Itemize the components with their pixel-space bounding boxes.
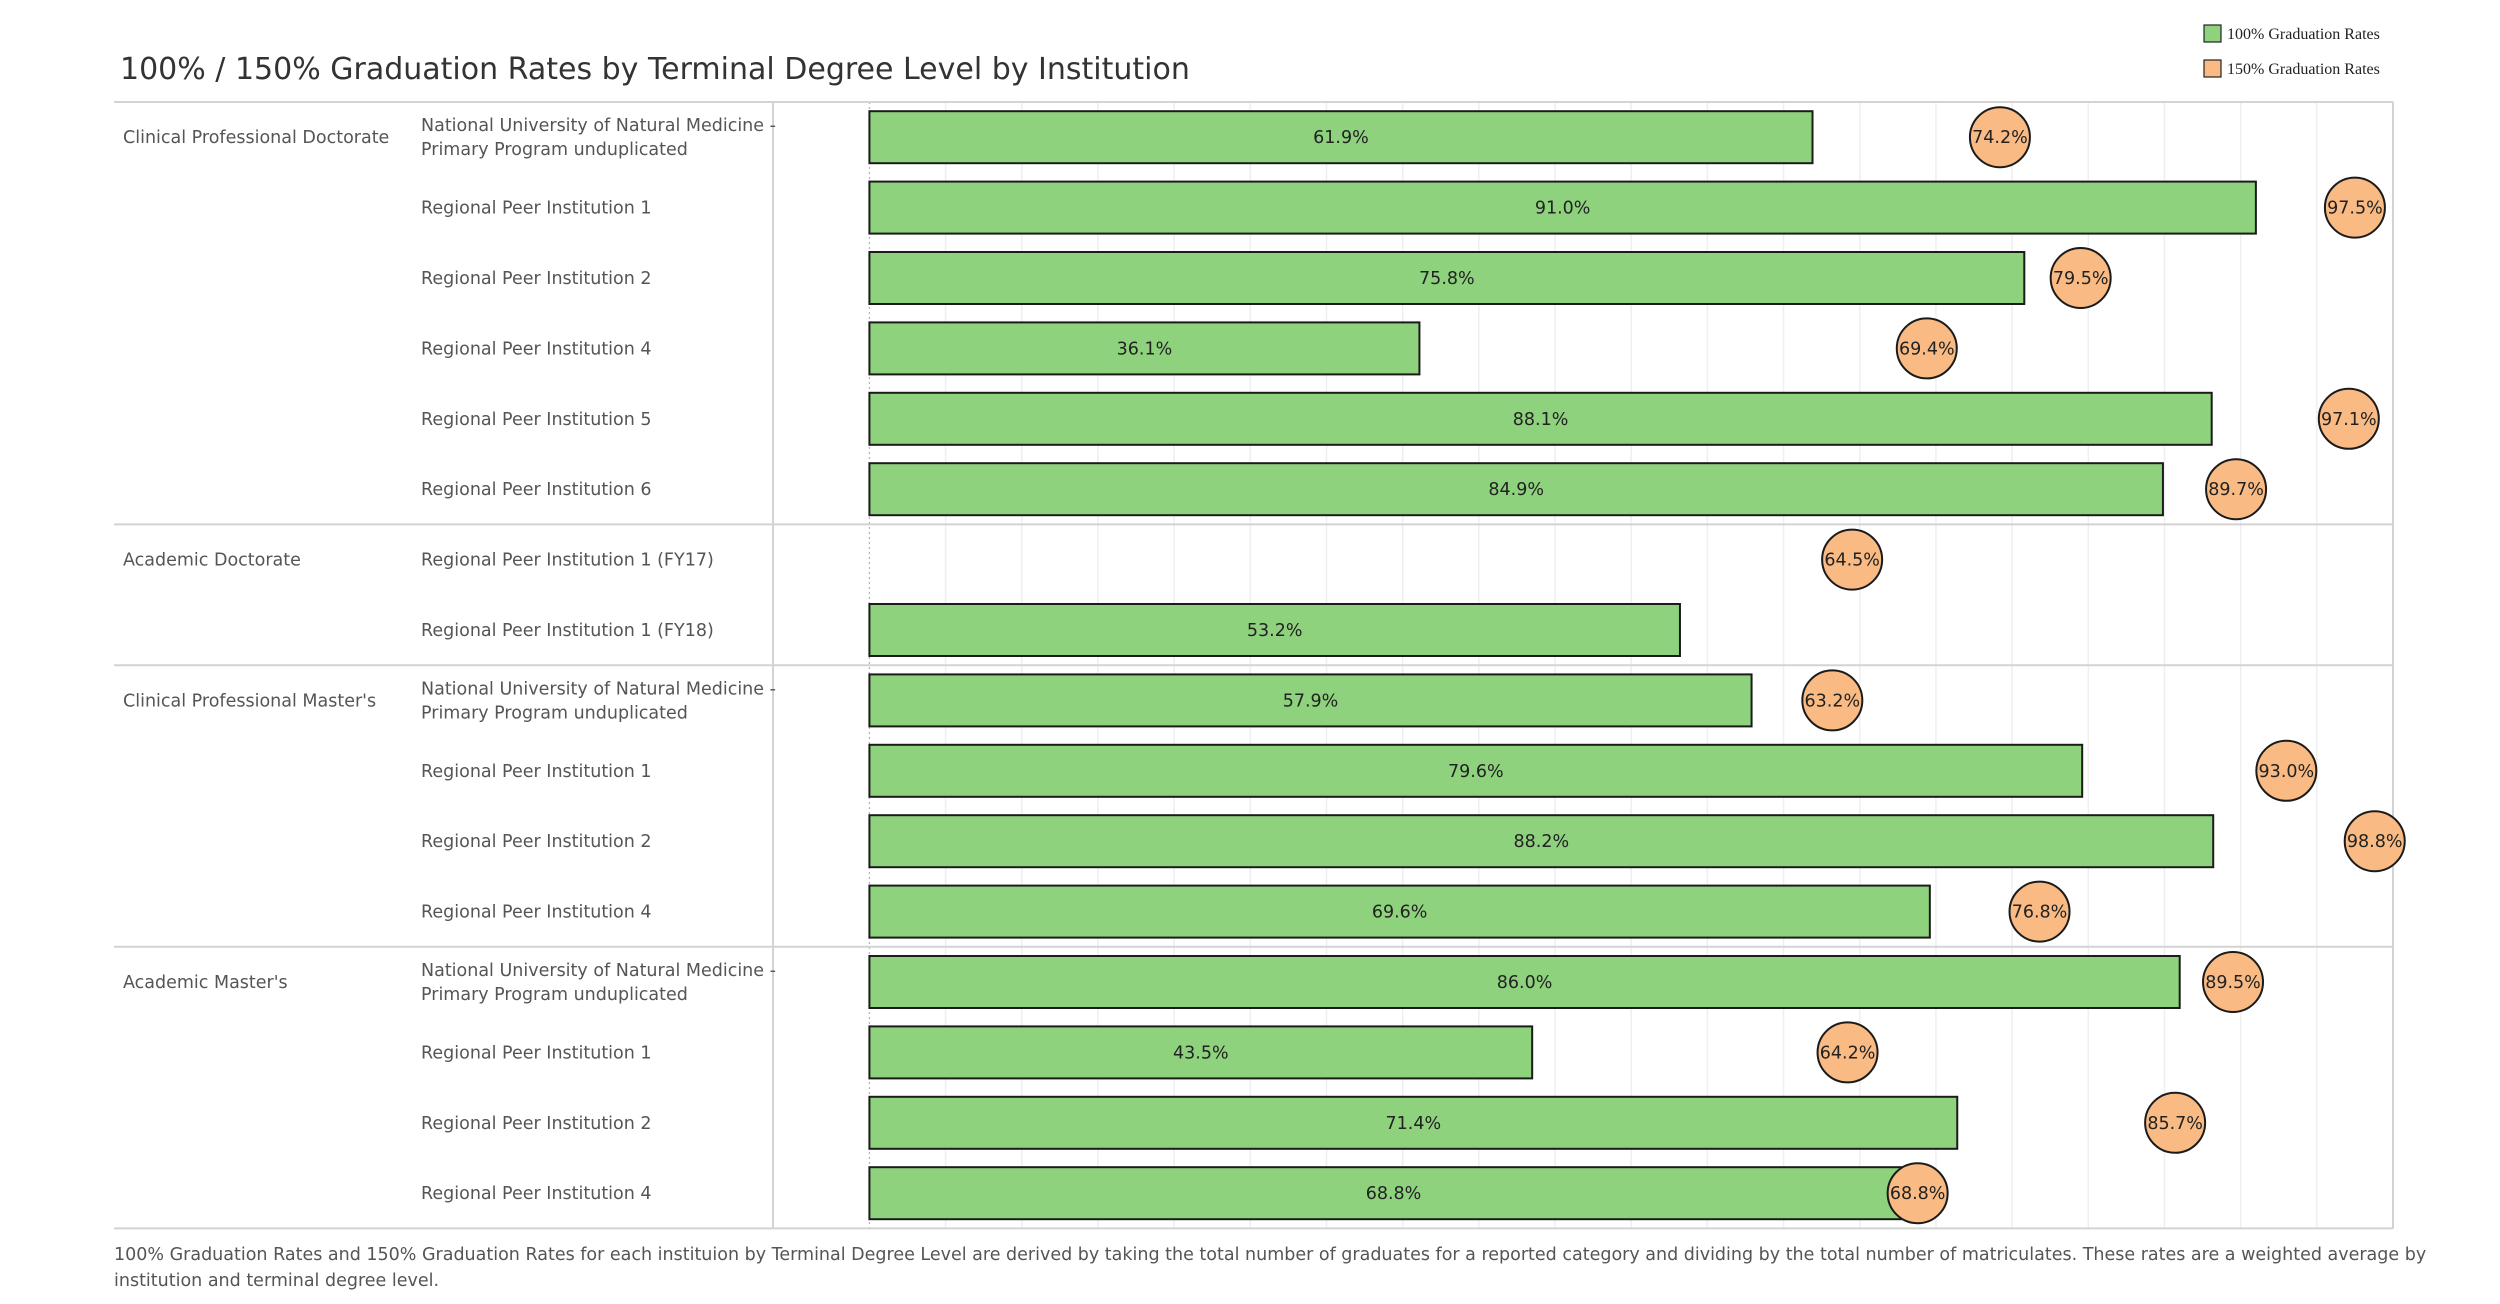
bar-100-label: 53.2% xyxy=(1247,621,1303,641)
circles-150: 74.2% 97.5% 79.5% 69.4% 97.1% 89.7% 64.5% 63.2%… xyxy=(1801,106,2406,1225)
bar-100-rate xyxy=(868,180,2257,235)
institution-label: Regional Peer Institution 1 xyxy=(421,199,652,219)
legend[interactable]: 100% Graduation Rates 150% Graduation Ra… xyxy=(2203,24,2380,78)
circle-150-label: 97.5% xyxy=(2327,199,2383,219)
circle-150-rate xyxy=(2202,951,2265,1013)
circle-150-label: 89.5% xyxy=(2205,973,2261,993)
footnote: 100% Graduation Rates and 150% Graduatio… xyxy=(114,1245,2426,1291)
institution-label: Primary Program unduplicated xyxy=(421,985,688,1005)
bar-100-label: 86.0% xyxy=(1497,973,1553,993)
institution-label: Regional Peer Institution 1 xyxy=(421,762,652,782)
bar-100-label: 43.5% xyxy=(1173,1043,1229,1063)
legend-swatch-150 xyxy=(2203,59,2222,78)
circle-150-label: 97.1% xyxy=(2321,410,2377,430)
bar-100-label: 69.6% xyxy=(1372,903,1428,923)
bar-100-rate xyxy=(868,1166,1919,1221)
circle-150-rate xyxy=(1886,1162,1949,1225)
institution-label: Regional Peer Institution 1 (FY17) xyxy=(421,551,714,571)
bar-100-rate xyxy=(868,743,2084,798)
group-label: Academic Doctorate xyxy=(123,551,301,571)
bar-100-rate xyxy=(868,251,2026,305)
bar-100-rate xyxy=(868,462,2164,517)
bar-100-rate xyxy=(868,391,2213,446)
chart-title: 100% / 150% Graduation Rates by Terminal… xyxy=(120,52,1190,87)
bar-100-label: 75.8% xyxy=(1419,269,1475,289)
row-labels: Clinical Professional Doctorate National … xyxy=(123,116,776,1204)
bar-100-label: 57.9% xyxy=(1283,691,1339,711)
bar-100-label: 36.1% xyxy=(1117,339,1173,359)
circle-150-label: 98.8% xyxy=(2347,832,2403,852)
circle-150-label: 93.0% xyxy=(2259,762,2315,782)
footnote-line-1: 100% Graduation Rates and 150% Graduatio… xyxy=(114,1245,2426,1265)
footnote-line-2: institution and terminal degree level. xyxy=(114,1271,439,1291)
circle-150-rate xyxy=(2343,810,2406,873)
institution-label: National University of Natural Medicine … xyxy=(421,679,776,699)
group-label: Clinical Professional Master's xyxy=(123,691,376,711)
bars-100: 61.9% 91.0% 75.8% 36.1% 88.1% 84.9% 53.2% 57.9%… xyxy=(868,110,2257,1221)
bar-100-label: 84.9% xyxy=(1488,480,1544,500)
bar-100-rate xyxy=(868,110,1814,165)
circle-150-label: 89.7% xyxy=(2208,480,2264,500)
bar-100-label: 91.0% xyxy=(1535,199,1591,219)
circle-150-rate xyxy=(1816,1021,1879,1084)
bar-100-label: 79.6% xyxy=(1448,762,1504,782)
bar-100-rate xyxy=(868,603,1681,657)
legend-swatch-100 xyxy=(2203,24,2222,43)
bar-100-rate xyxy=(868,673,1753,728)
circle-150-label: 76.8% xyxy=(2012,903,2068,923)
institution-label: Primary Program unduplicated xyxy=(421,140,688,160)
bar-100-rate xyxy=(868,1095,1959,1150)
legend-label-150: 150% Graduation Rates xyxy=(2227,61,2380,78)
circle-150-label: 63.2% xyxy=(1805,691,1861,711)
bar-100-label: 88.2% xyxy=(1514,832,1570,852)
circle-150-rate xyxy=(2144,1091,2207,1154)
circle-150-label: 79.5% xyxy=(2053,269,2109,289)
institution-label: Regional Peer Institution 2 xyxy=(421,832,652,852)
bar-100-label: 71.4% xyxy=(1386,1114,1442,1134)
circle-150-label: 85.7% xyxy=(2147,1114,2203,1134)
circle-150-rate xyxy=(2323,176,2386,239)
circle-150-rate xyxy=(2255,739,2318,802)
institution-label: Regional Peer Institution 1 xyxy=(421,1043,652,1063)
circle-150-rate xyxy=(2008,880,2071,943)
institution-label: Regional Peer Institution 5 xyxy=(421,410,652,430)
institution-label: Regional Peer Institution 2 xyxy=(421,1114,652,1134)
bar-100-rate xyxy=(868,955,2181,1009)
legend-label-100: 100% Graduation Rates xyxy=(2227,26,2380,43)
circle-150-rate xyxy=(1895,317,1958,380)
bar-100-label: 68.8% xyxy=(1366,1184,1422,1204)
circle-150-rate xyxy=(1801,669,1864,732)
institution-label: Primary Program unduplicated xyxy=(421,703,688,723)
institution-label: National University of Natural Medicine … xyxy=(421,116,776,136)
circle-150-label: 64.2% xyxy=(1820,1043,1876,1063)
bar-100-rate xyxy=(868,814,2215,869)
circle-150-label: 68.8% xyxy=(1890,1184,1946,1204)
circle-150-label: 69.4% xyxy=(1899,339,1955,359)
circle-150-rate xyxy=(1968,106,2031,169)
circle-150-rate xyxy=(2317,387,2380,450)
institution-label: Regional Peer Institution 4 xyxy=(421,903,652,923)
institution-label: Regional Peer Institution 4 xyxy=(421,1184,652,1204)
bar-100-rate xyxy=(868,321,1421,376)
bar-100-label: 88.1% xyxy=(1513,410,1569,430)
bar-100-rate xyxy=(868,884,1931,939)
bar-100-label: 61.9% xyxy=(1313,128,1369,148)
bar-100-rate xyxy=(868,1025,1534,1080)
circle-150-rate xyxy=(2205,458,2268,521)
circle-150-rate xyxy=(2049,247,2112,309)
circle-150-label: 74.2% xyxy=(1972,128,2028,148)
institution-label: Regional Peer Institution 2 xyxy=(421,269,652,289)
group-label: Academic Master's xyxy=(123,973,288,993)
institution-label: National University of Natural Medicine … xyxy=(421,961,776,981)
circle-150-label: 64.5% xyxy=(1824,551,1880,571)
circle-150-rate xyxy=(1821,528,1884,591)
institution-label: Regional Peer Institution 6 xyxy=(421,480,652,500)
panel-frame xyxy=(114,101,2394,1230)
institution-label: Regional Peer Institution 1 (FY18) xyxy=(421,621,714,641)
group-label: Clinical Professional Doctorate xyxy=(123,128,389,148)
institution-label: Regional Peer Institution 4 xyxy=(421,339,652,359)
